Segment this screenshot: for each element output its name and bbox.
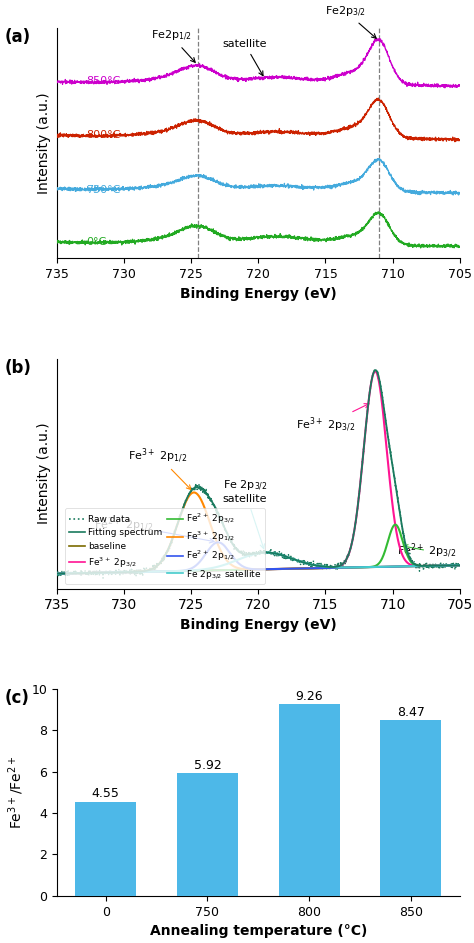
X-axis label: Annealing temperature (°C): Annealing temperature (°C)	[150, 924, 367, 938]
Bar	[279, 704, 340, 896]
Text: Fe$^{2+}$ 2p$_{1/2}$: Fe$^{2+}$ 2p$_{1/2}$	[94, 515, 214, 543]
Text: Fe2p$_{3/2}$: Fe2p$_{3/2}$	[325, 5, 376, 39]
Text: 4.55: 4.55	[92, 787, 119, 801]
Text: Fe 2p$_{3/2}$
satellite: Fe 2p$_{3/2}$ satellite	[223, 478, 267, 549]
Bar	[177, 773, 238, 896]
Text: 850°C: 850°C	[86, 76, 121, 87]
X-axis label: Binding Energy (eV): Binding Energy (eV)	[180, 618, 337, 632]
Text: Fe$^{3+}$ 2p$_{1/2}$: Fe$^{3+}$ 2p$_{1/2}$	[128, 446, 191, 489]
Text: 8.47: 8.47	[397, 706, 425, 720]
Text: 0°C: 0°C	[86, 237, 107, 247]
Text: 750°C: 750°C	[86, 185, 121, 195]
Text: Fe$^{3+}$ 2p$_{3/2}$: Fe$^{3+}$ 2p$_{3/2}$	[296, 404, 369, 435]
Bar	[75, 802, 136, 896]
Y-axis label: Intensity (a.u.): Intensity (a.u.)	[37, 422, 51, 524]
Text: 5.92: 5.92	[193, 759, 221, 772]
Legend: Raw data, Fitting spectrum, baseline, Fe$^{3+}$ 2p$_{3/2}$, Fe$^{2+}$ 2p$_{3/2}$: Raw data, Fitting spectrum, baseline, Fe…	[65, 508, 265, 584]
Y-axis label: Fe$^{3+}$/Fe$^{2+}$: Fe$^{3+}$/Fe$^{2+}$	[6, 755, 26, 829]
Y-axis label: Intensity (a.u.): Intensity (a.u.)	[37, 92, 51, 194]
Text: 9.26: 9.26	[295, 690, 323, 703]
Text: (c): (c)	[5, 688, 29, 706]
Text: satellite: satellite	[223, 40, 267, 75]
Bar	[381, 720, 441, 896]
Text: Fe$^{2+}$ 2p$_{3/2}$: Fe$^{2+}$ 2p$_{3/2}$	[397, 541, 456, 560]
Text: 800°C: 800°C	[86, 130, 121, 140]
Text: Fe2p$_{1/2}$: Fe2p$_{1/2}$	[151, 29, 195, 62]
Text: (a): (a)	[5, 28, 31, 46]
X-axis label: Binding Energy (eV): Binding Energy (eV)	[180, 287, 337, 301]
Text: (b): (b)	[5, 358, 31, 376]
